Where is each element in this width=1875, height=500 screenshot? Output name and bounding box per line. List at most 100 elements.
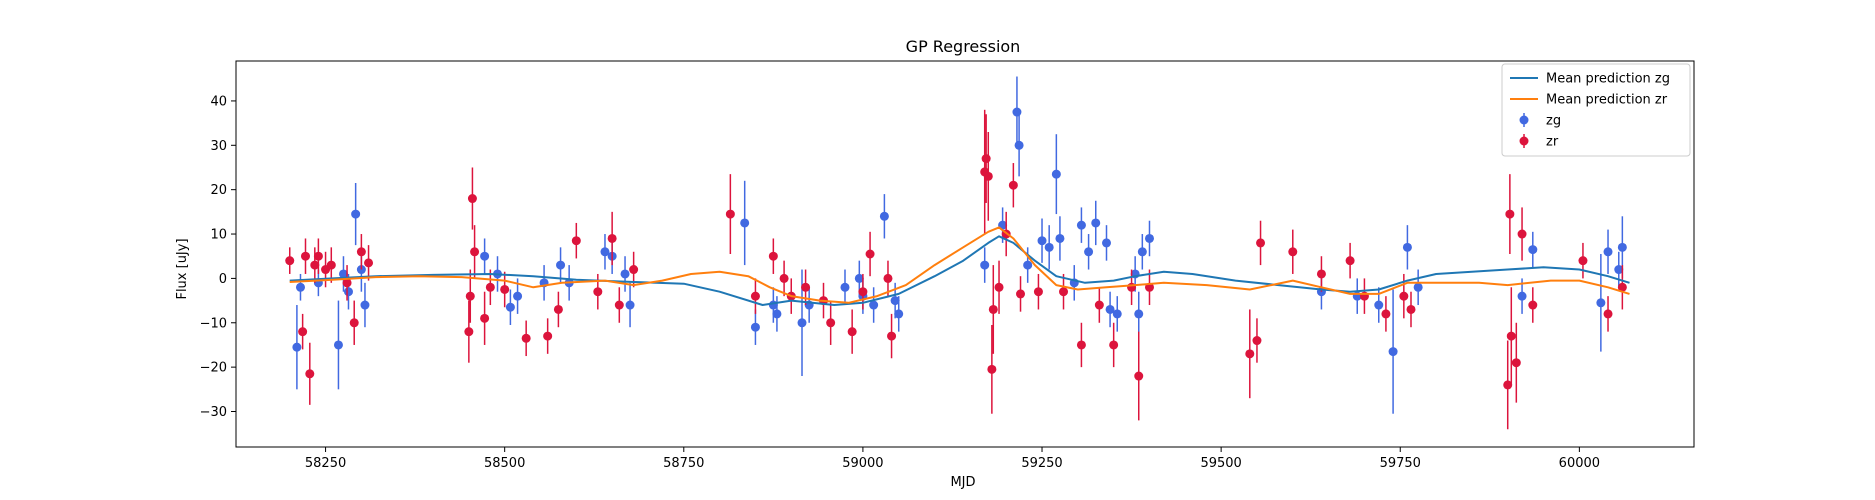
data-point-zg: [1076, 220, 1086, 230]
data-point-zg: [343, 287, 353, 297]
data-point-zr: [467, 194, 477, 204]
data-point-zg: [1144, 233, 1154, 243]
data-point-zg: [1091, 218, 1101, 228]
data-point-zr: [1252, 336, 1262, 346]
data-point-zr: [480, 313, 490, 323]
data-point-zr: [1603, 309, 1613, 319]
data-point-zg: [1413, 282, 1423, 292]
data-point-zg: [1014, 140, 1024, 150]
plot-area: [285, 76, 1630, 430]
data-point-zr: [1505, 209, 1515, 219]
data-point-zr: [987, 364, 997, 374]
data-point-zg: [513, 291, 523, 301]
data-point-zr: [1059, 287, 1069, 297]
legend-swatch: [1519, 115, 1529, 125]
data-point-zr: [521, 333, 531, 343]
data-point-zr: [285, 256, 295, 266]
y-tick-label: 40: [210, 94, 227, 109]
data-point-zg: [333, 340, 343, 350]
data-point-zr: [847, 327, 857, 337]
data-point-zr: [593, 287, 603, 297]
data-point-zr: [356, 247, 366, 257]
data-point-zr: [981, 154, 991, 164]
legend-label: Mean prediction zg: [1546, 72, 1670, 87]
data-point-zg: [1596, 298, 1606, 308]
data-point-zr: [313, 251, 323, 261]
data-point-zg: [854, 273, 864, 283]
data-point-zr: [725, 209, 735, 219]
data-point-zg: [750, 322, 760, 332]
data-point-zg: [295, 282, 305, 292]
data-point-zr: [1134, 371, 1144, 381]
data-point-zg: [1037, 236, 1047, 246]
data-point-zr: [983, 171, 993, 181]
data-point-zg: [797, 318, 807, 328]
y-tick-label: 20: [210, 183, 227, 198]
data-point-zg: [1528, 245, 1538, 255]
data-point-zr: [826, 318, 836, 328]
legend-label: Mean prediction zr: [1546, 93, 1668, 108]
data-point-zr: [326, 260, 336, 270]
x-tick-label: 59500: [1200, 456, 1241, 471]
data-point-zr: [1381, 309, 1391, 319]
data-point-zr: [500, 284, 510, 294]
mean-line-mean-prediction-zr: [289, 226, 1630, 304]
data-point-zr: [988, 304, 998, 314]
data-point-zr: [887, 331, 897, 341]
data-point-zr: [485, 282, 495, 292]
data-point-zr: [1345, 256, 1355, 266]
y-axis: −30 −20 −10 0 10 20 30 40: [200, 94, 236, 420]
data-point-zg: [740, 218, 750, 228]
y-tick-label: −20: [200, 361, 227, 376]
data-point-zg: [1134, 309, 1144, 319]
data-point-zr: [298, 327, 308, 337]
data-point-zg: [1023, 260, 1033, 270]
data-point-zr: [1528, 300, 1538, 310]
data-point-zr: [464, 327, 474, 337]
data-point-zg: [1614, 265, 1624, 275]
data-point-zr: [1288, 247, 1298, 257]
data-point-zr: [1016, 289, 1026, 299]
data-point-zg: [480, 251, 490, 261]
data-point-zr: [858, 287, 868, 297]
x-tick-label: 59250: [1021, 456, 1062, 471]
data-point-zg: [840, 282, 850, 292]
data-point-zr: [1578, 256, 1588, 266]
data-point-zg: [890, 296, 900, 306]
data-point-zr: [1094, 300, 1104, 310]
data-point-zg: [772, 309, 782, 319]
data-point-zg: [1055, 233, 1065, 243]
legend: Mean prediction zg Mean prediction zr zg zr: [1501, 63, 1691, 157]
x-tick-label: 58500: [484, 456, 525, 471]
data-point-zr: [1399, 291, 1409, 301]
data-point-zg: [1012, 107, 1022, 117]
data-point-zg: [1617, 242, 1627, 252]
data-point-zg: [600, 247, 610, 257]
data-point-zr: [1008, 180, 1018, 190]
data-point-zg: [1517, 291, 1527, 301]
data-point-zg: [556, 260, 566, 270]
y-tick-label: 0: [219, 272, 227, 287]
data-point-zr: [994, 282, 1004, 292]
data-point-zr: [571, 236, 581, 246]
y-tick-label: −10: [200, 316, 227, 331]
data-point-zr: [1127, 282, 1137, 292]
data-point-zg: [1105, 304, 1115, 314]
data-point-zr: [865, 249, 875, 259]
series-layer: [285, 76, 1630, 430]
data-point-zr: [1617, 282, 1627, 292]
data-point-zr: [364, 258, 374, 268]
chart-title: GP Regression: [906, 37, 1021, 56]
data-point-zr: [1109, 340, 1119, 350]
data-point-zr: [349, 318, 359, 328]
data-point-zr: [883, 273, 893, 283]
data-point-zr: [1316, 269, 1326, 279]
data-point-zr: [553, 304, 563, 314]
data-point-zr: [1506, 331, 1516, 341]
y-tick-label: 30: [210, 139, 227, 154]
data-point-zr: [342, 278, 352, 288]
data-point-zg: [1374, 300, 1384, 310]
data-point-zg: [1051, 169, 1061, 179]
data-point-zr: [305, 369, 315, 379]
